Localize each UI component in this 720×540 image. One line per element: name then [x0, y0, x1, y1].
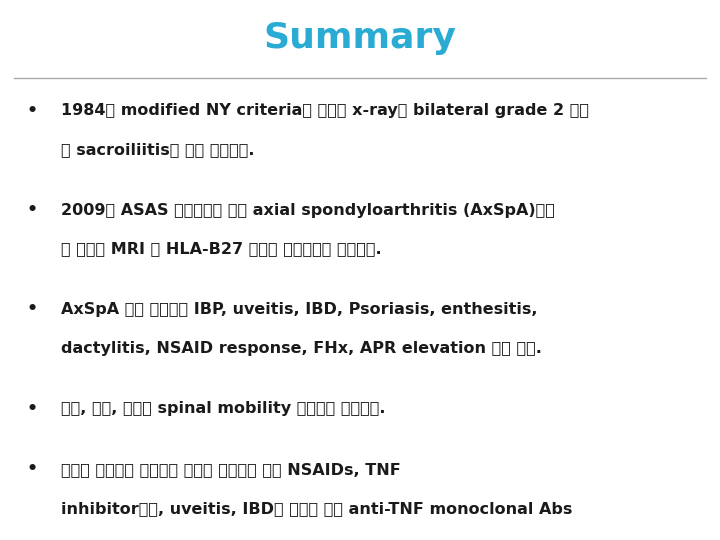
- Text: •: •: [27, 400, 38, 418]
- Text: inhibitor이며, uveitis, IBD가 동반된 경우 anti-TNF monoclonal Abs: inhibitor이며, uveitis, IBD가 동반된 경우 anti-T…: [61, 501, 572, 516]
- Text: •: •: [27, 460, 38, 478]
- Text: 1984년 modified NY criteria에 따르면 x-ray상 bilateral grade 2 이상: 1984년 modified NY criteria에 따르면 x-ray상 b…: [61, 103, 589, 118]
- Text: 의 sacroiliitis가 필요 조건이다.: 의 sacroiliitis가 필요 조건이다.: [61, 142, 255, 157]
- Text: AxSpA 관련 증상으로 IBP, uveitis, IBD, Psoriasis, enthesitis,: AxSpA 관련 증상으로 IBP, uveitis, IBD, Psorias…: [61, 302, 538, 317]
- Text: 경추, 흥추, 요추의 spinal mobility 검사법이 다양하다.: 경추, 흥추, 요추의 spinal mobility 검사법이 다양하다.: [61, 401, 386, 416]
- Text: •: •: [27, 300, 38, 319]
- Text: Summary: Summary: [264, 21, 456, 55]
- Text: •: •: [27, 102, 38, 120]
- Text: dactylitis, NSAID response, FHx, APR elevation 등이 있다.: dactylitis, NSAID response, FHx, APR ele…: [61, 341, 542, 356]
- Text: 2009년 ASAS 분류기준에 따라 axial spondyloarthritis (AxSpA)개념: 2009년 ASAS 분류기준에 따라 axial spondyloarthri…: [61, 202, 555, 218]
- Text: 이 생겼고 MRI 및 HLA-B27 소견도 분류기준에 포함된다.: 이 생겼고 MRI 및 HLA-B27 소견도 분류기준에 포함된다.: [61, 241, 382, 256]
- Text: •: •: [27, 201, 38, 219]
- Text: 강직성 첥추염의 첥추증상 조절에 효과적인 약은 NSAIDs, TNF: 강직성 첥추염의 첥추증상 조절에 효과적인 약은 NSAIDs, TNF: [61, 462, 401, 477]
